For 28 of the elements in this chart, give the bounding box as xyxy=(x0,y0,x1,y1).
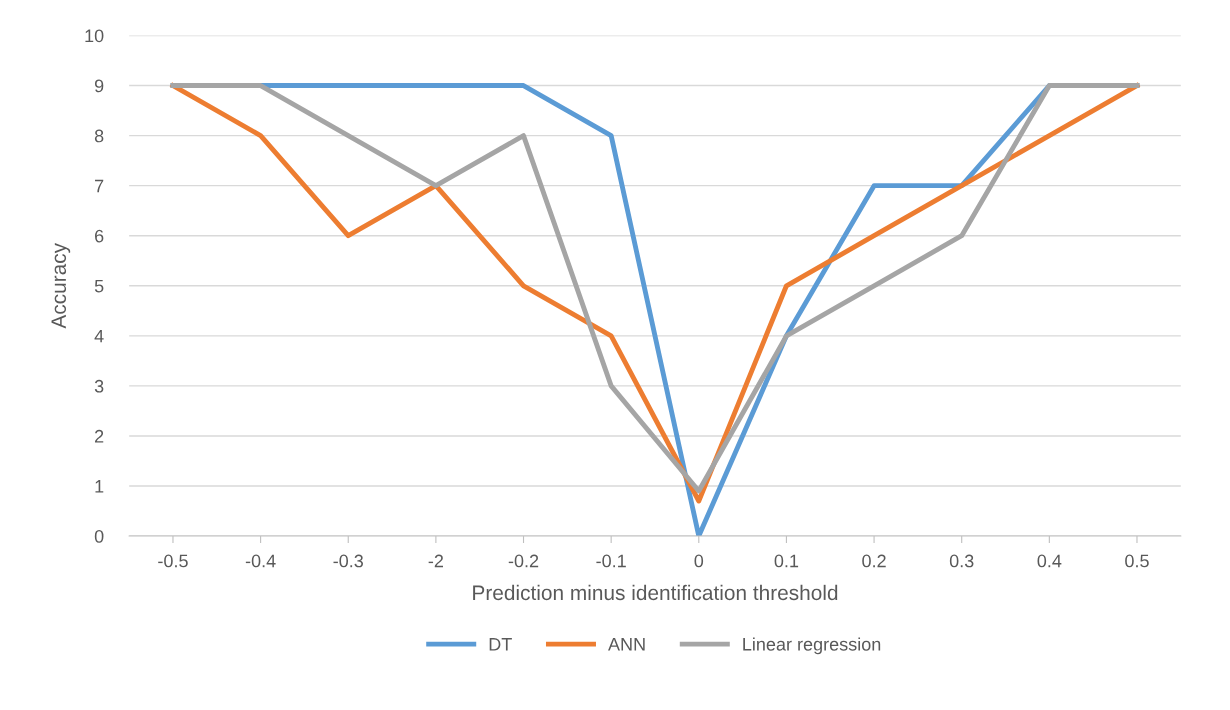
y-tick-label: 10 xyxy=(85,29,104,43)
x-tick-label: -0.3 xyxy=(333,554,364,568)
legend-label: ANN xyxy=(608,638,645,651)
x-tick-label: 0.1 xyxy=(774,554,799,568)
legend-label: DT xyxy=(489,638,512,651)
y-tick-label: 2 xyxy=(95,429,104,443)
y-tick-label: 9 xyxy=(94,79,104,93)
x-tick-label: -2 xyxy=(428,554,443,568)
x-tick-label: 0.2 xyxy=(862,554,886,568)
y-tick-label: 3 xyxy=(94,379,104,393)
y-tick-label: 8 xyxy=(94,129,104,143)
x-tick-label: 0 xyxy=(694,554,704,568)
x-tick-label: -0.1 xyxy=(596,554,626,568)
x-axis-title: Prediction minus identification threshold xyxy=(473,584,838,601)
x-tick-label: 0.4 xyxy=(1037,554,1062,568)
y-tick-label: 0 xyxy=(94,529,104,543)
x-tick-label: -0.5 xyxy=(158,554,188,568)
x-tick-label: -0.4 xyxy=(245,554,276,568)
y-tick-label: 6 xyxy=(95,229,104,243)
x-tick-label: -0.2 xyxy=(508,554,539,568)
y-tick-label: 1 xyxy=(95,480,104,493)
y-tick-label: 7 xyxy=(95,179,104,193)
y-tick-label: 4 xyxy=(94,329,104,343)
y-axis-title: Accuracy xyxy=(51,242,71,329)
x-tick-label: 0.3 xyxy=(949,554,974,568)
y-tick-label: 5 xyxy=(94,279,104,293)
legend-label: Linear regression xyxy=(743,637,881,655)
x-tick-label: 0.5 xyxy=(1125,554,1149,568)
